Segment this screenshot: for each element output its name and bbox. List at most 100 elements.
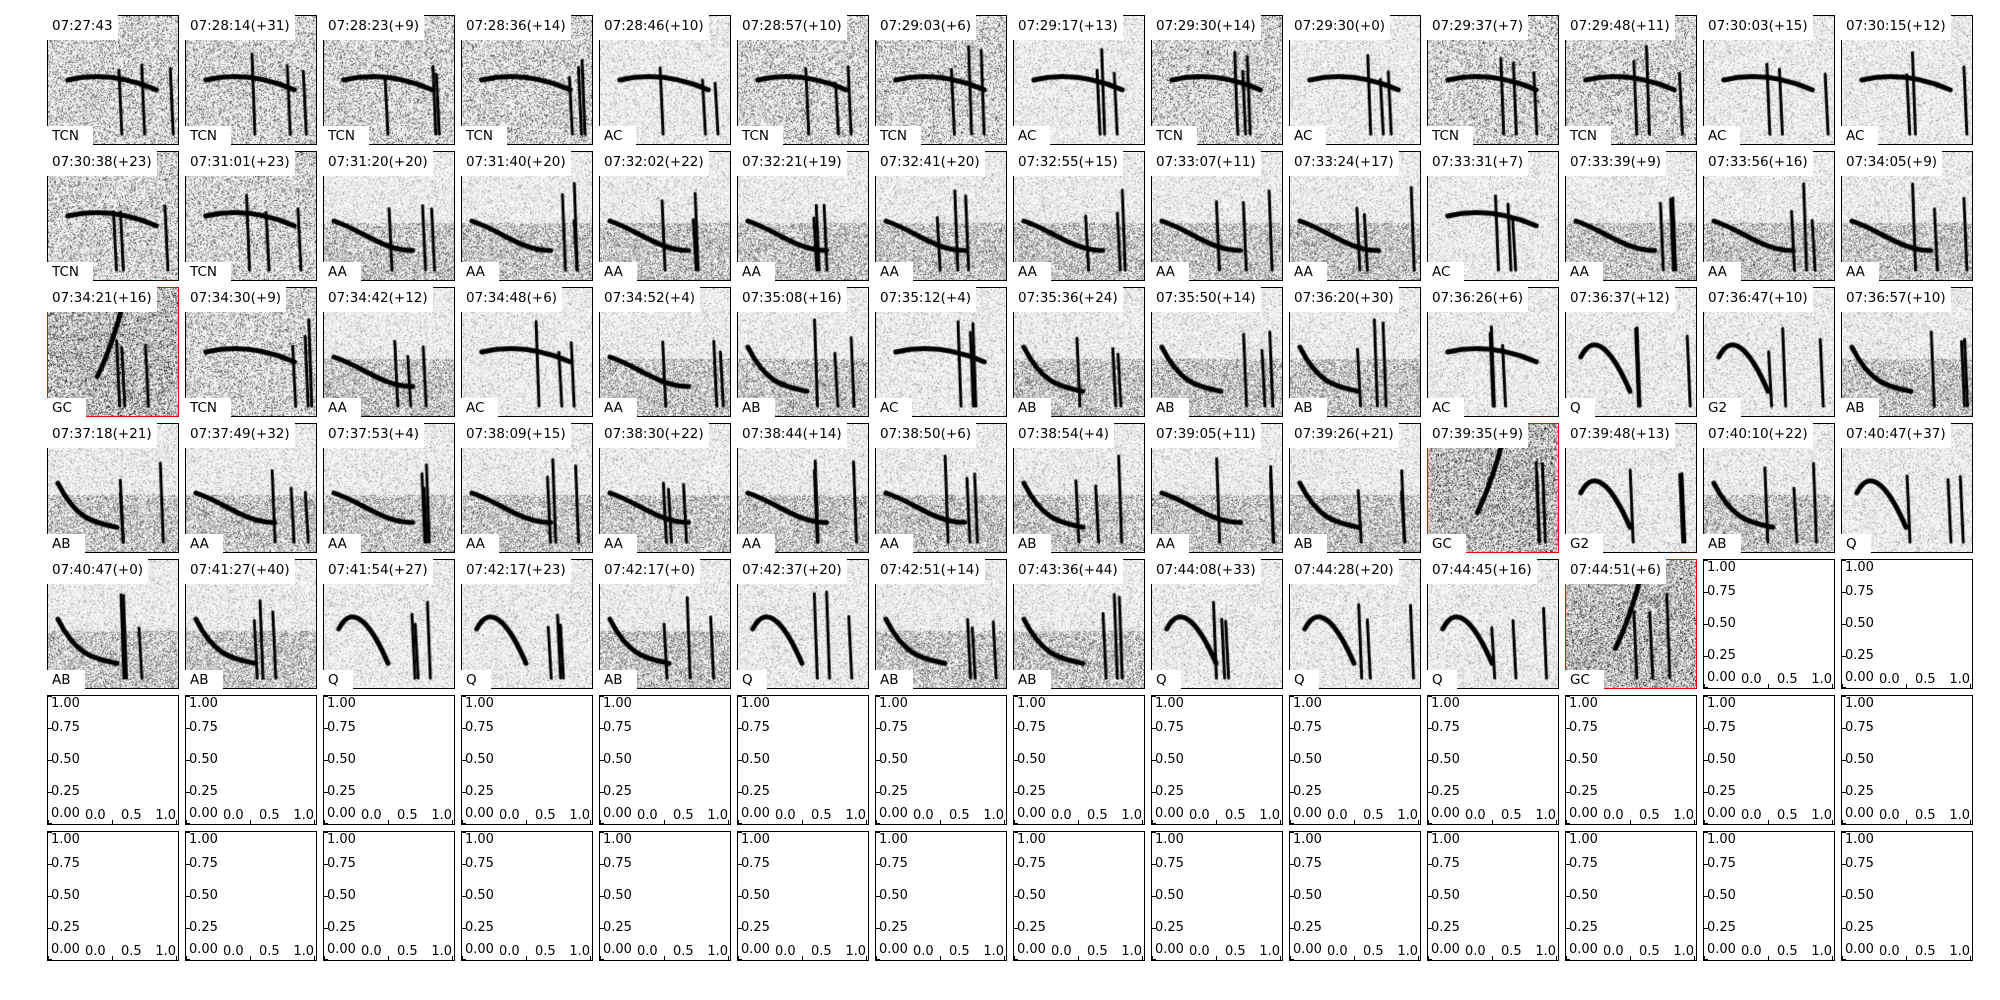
y-tick-mark bbox=[876, 760, 880, 761]
x-tick-label: 1.0 bbox=[983, 944, 1004, 959]
panel-class-label: AA bbox=[599, 534, 637, 553]
x-tick-label: 0.5 bbox=[121, 944, 142, 959]
panel-class-label: AB bbox=[1013, 534, 1051, 553]
y-tick-mark bbox=[1704, 792, 1708, 793]
y-tick-label: 0.75 bbox=[465, 856, 494, 871]
x-tick-label: 0.0 bbox=[1465, 944, 1486, 959]
panel-class-label: AB bbox=[1289, 398, 1327, 417]
y-tick-label: 1.00 bbox=[741, 696, 770, 711]
y-tick-label: 0.75 bbox=[1845, 856, 1874, 871]
y-tick-label: 0.50 bbox=[189, 888, 218, 903]
x-tick-mark bbox=[1418, 820, 1419, 824]
spectrogram-panel: 07:28:36(+14) TCN bbox=[461, 15, 593, 145]
y-tick-mark bbox=[1428, 896, 1432, 897]
y-tick-mark bbox=[186, 728, 190, 729]
panel-class-label: AA bbox=[1151, 534, 1189, 553]
y-tick-label: 1.00 bbox=[1845, 832, 1874, 847]
panel-class-label: AB bbox=[1013, 670, 1051, 689]
spectrogram-panel: 07:35:12(+4) AC bbox=[875, 287, 1007, 417]
panel-class-label: AB bbox=[1703, 534, 1741, 553]
y-tick-label: 0.25 bbox=[465, 920, 494, 935]
y-tick-label: 0.75 bbox=[1431, 856, 1460, 871]
y-tick-mark bbox=[324, 928, 328, 929]
y-tick-mark bbox=[1704, 959, 1708, 960]
x-tick-label: 0.5 bbox=[1915, 808, 1936, 823]
panel-timestamp: 07:34:21(+16) bbox=[47, 287, 157, 312]
x-tick-mark bbox=[1768, 820, 1769, 824]
x-tick-label: 0.5 bbox=[1501, 808, 1522, 823]
y-tick-mark bbox=[1014, 864, 1018, 865]
y-tick-label: 1.00 bbox=[1707, 832, 1736, 847]
y-tick-label: 0.00 bbox=[1707, 670, 1736, 685]
panel-timestamp: 07:38:54(+4) bbox=[1013, 423, 1115, 448]
empty-axes: 0.00 0.25 0.50 0.75 1.00 0.0 0.5 1.0 bbox=[1841, 695, 1973, 825]
panel-timestamp: 07:28:23(+9) bbox=[323, 15, 425, 40]
x-tick-mark bbox=[526, 820, 527, 824]
empty-axes: 0.00 0.25 0.50 0.75 1.00 0.0 0.5 1.0 bbox=[599, 695, 731, 825]
y-tick-label: 0.00 bbox=[1845, 942, 1874, 957]
panel-timestamp: 07:28:57(+10) bbox=[737, 15, 847, 40]
spectrogram-panel: 07:42:51(+14) AB bbox=[875, 559, 1007, 689]
y-tick-label: 0.00 bbox=[603, 942, 632, 957]
y-tick-label: 0.25 bbox=[879, 784, 908, 799]
y-tick-mark bbox=[1014, 928, 1018, 929]
y-tick-mark bbox=[1704, 592, 1708, 593]
y-tick-label: 1.00 bbox=[603, 832, 632, 847]
x-tick-label: 0.0 bbox=[1051, 808, 1072, 823]
y-tick-label: 0.25 bbox=[1569, 920, 1598, 935]
spectrogram-panel: 07:33:56(+16) AA bbox=[1703, 151, 1835, 281]
y-tick-mark bbox=[324, 696, 328, 697]
y-tick-label: 0.00 bbox=[189, 806, 218, 821]
x-tick-label: 0.5 bbox=[1639, 944, 1660, 959]
empty-axes: 0.00 0.25 0.50 0.75 1.00 0.0 0.5 1.0 bbox=[1013, 695, 1145, 825]
y-tick-mark bbox=[1014, 728, 1018, 729]
empty-axes: 0.00 0.25 0.50 0.75 1.00 0.0 0.5 1.0 bbox=[1289, 831, 1421, 961]
spectrogram-panel: 07:34:05(+9) AA bbox=[1841, 151, 1973, 281]
x-tick-mark bbox=[1152, 956, 1153, 960]
x-tick-mark bbox=[590, 820, 591, 824]
x-tick-label: 1.0 bbox=[1949, 672, 1970, 687]
panel-class-label: TCN bbox=[185, 262, 231, 281]
spectrogram-panel: 07:35:36(+24) AB bbox=[1013, 287, 1145, 417]
y-tick-label: 1.00 bbox=[327, 696, 356, 711]
y-tick-label: 1.00 bbox=[327, 832, 356, 847]
panel-class-label: GC bbox=[47, 398, 86, 417]
y-tick-mark bbox=[1290, 823, 1294, 824]
panel-class-label: AB bbox=[875, 670, 913, 689]
x-tick-mark bbox=[1014, 820, 1015, 824]
y-tick-mark bbox=[1704, 560, 1708, 561]
panel-class-label: AC bbox=[1289, 126, 1327, 145]
y-tick-label: 0.75 bbox=[603, 720, 632, 735]
panel-timestamp: 07:29:17(+13) bbox=[1013, 15, 1123, 40]
panel-timestamp: 07:41:54(+27) bbox=[323, 559, 433, 584]
y-tick-label: 1.00 bbox=[1707, 560, 1736, 575]
spectrogram-panel: 07:33:24(+17) AA bbox=[1289, 151, 1421, 281]
panel-class-label: AA bbox=[461, 534, 499, 553]
panel-timestamp: 07:31:20(+20) bbox=[323, 151, 433, 176]
y-tick-mark bbox=[1704, 832, 1708, 833]
y-tick-mark bbox=[876, 928, 880, 929]
spectrogram-panel: 07:40:47(+37) Q bbox=[1841, 423, 1973, 553]
y-tick-label: 0.50 bbox=[189, 752, 218, 767]
y-tick-mark bbox=[1566, 728, 1570, 729]
spectrogram-panel: 07:33:07(+11) AA bbox=[1151, 151, 1283, 281]
panel-class-label: TCN bbox=[323, 126, 369, 145]
x-tick-label: 0.5 bbox=[1225, 944, 1246, 959]
x-tick-label: 0.5 bbox=[1915, 944, 1936, 959]
y-tick-mark bbox=[1428, 928, 1432, 929]
x-tick-mark bbox=[1428, 820, 1429, 824]
panel-timestamp: 07:33:24(+17) bbox=[1289, 151, 1399, 176]
y-tick-label: 0.25 bbox=[189, 920, 218, 935]
y-tick-mark bbox=[1842, 592, 1846, 593]
x-tick-mark bbox=[940, 956, 941, 960]
x-tick-mark bbox=[1906, 956, 1907, 960]
panel-class-label: AC bbox=[1427, 262, 1465, 281]
y-tick-label: 0.75 bbox=[1017, 856, 1046, 871]
y-tick-label: 0.00 bbox=[51, 806, 80, 821]
spectrogram-panel: 07:36:37(+12) Q bbox=[1565, 287, 1697, 417]
y-tick-mark bbox=[1152, 696, 1156, 697]
panel-class-label: Q bbox=[1565, 398, 1595, 417]
panel-timestamp: 07:34:05(+9) bbox=[1841, 151, 1943, 176]
spectrogram-panel: 07:42:17(+23) Q bbox=[461, 559, 593, 689]
spectrogram-panel: 07:38:54(+4) AB bbox=[1013, 423, 1145, 553]
